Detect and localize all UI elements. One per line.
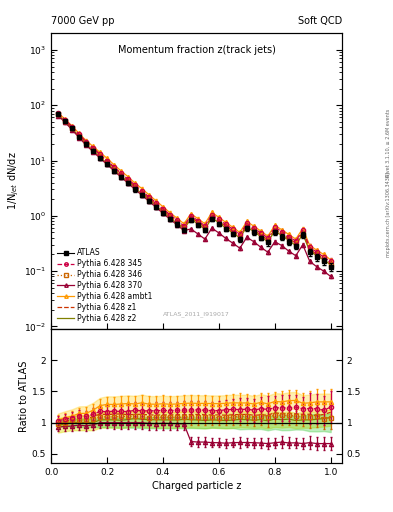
- Text: 7000 GeV pp: 7000 GeV pp: [51, 15, 115, 26]
- Text: Soft QCD: Soft QCD: [298, 15, 342, 26]
- Text: mcplots.cern.ch [arXiv:1306.3436]: mcplots.cern.ch [arXiv:1306.3436]: [386, 173, 391, 258]
- Text: Rivet 3.1.10, ≥ 2.6M events: Rivet 3.1.10, ≥ 2.6M events: [386, 109, 391, 178]
- Text: Momentum fraction z(track jets): Momentum fraction z(track jets): [118, 45, 275, 55]
- Y-axis label: 1/N$_{jet}$ dN/dz: 1/N$_{jet}$ dN/dz: [7, 152, 21, 210]
- Y-axis label: Ratio to ATLAS: Ratio to ATLAS: [19, 360, 29, 432]
- X-axis label: Charged particle z: Charged particle z: [152, 481, 241, 492]
- Legend: ATLAS, Pythia 6.428 345, Pythia 6.428 346, Pythia 6.428 370, Pythia 6.428 ambt1,: ATLAS, Pythia 6.428 345, Pythia 6.428 34…: [55, 246, 155, 325]
- Text: ATLAS_2011_I919017: ATLAS_2011_I919017: [163, 311, 230, 317]
